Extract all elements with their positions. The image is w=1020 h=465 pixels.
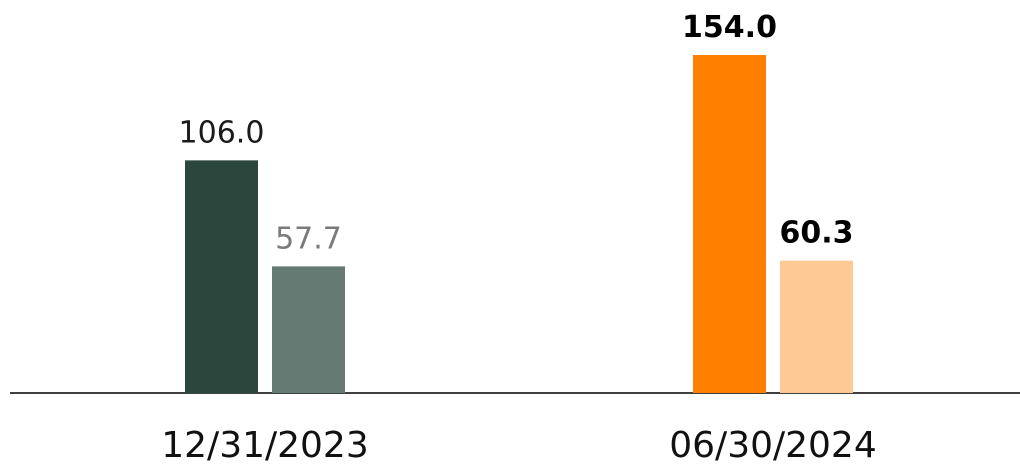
data-label: 106.0 — [179, 115, 265, 150]
bar — [693, 55, 766, 393]
data-label: 60.3 — [779, 216, 853, 251]
data-label: 57.7 — [275, 221, 342, 256]
data-label: 154.0 — [682, 10, 777, 45]
bar — [780, 260, 853, 393]
bar — [272, 266, 345, 393]
x-tick-label: 06/30/2024 — [669, 425, 877, 465]
bar — [185, 160, 258, 393]
x-tick-label: 12/31/2023 — [161, 425, 369, 465]
